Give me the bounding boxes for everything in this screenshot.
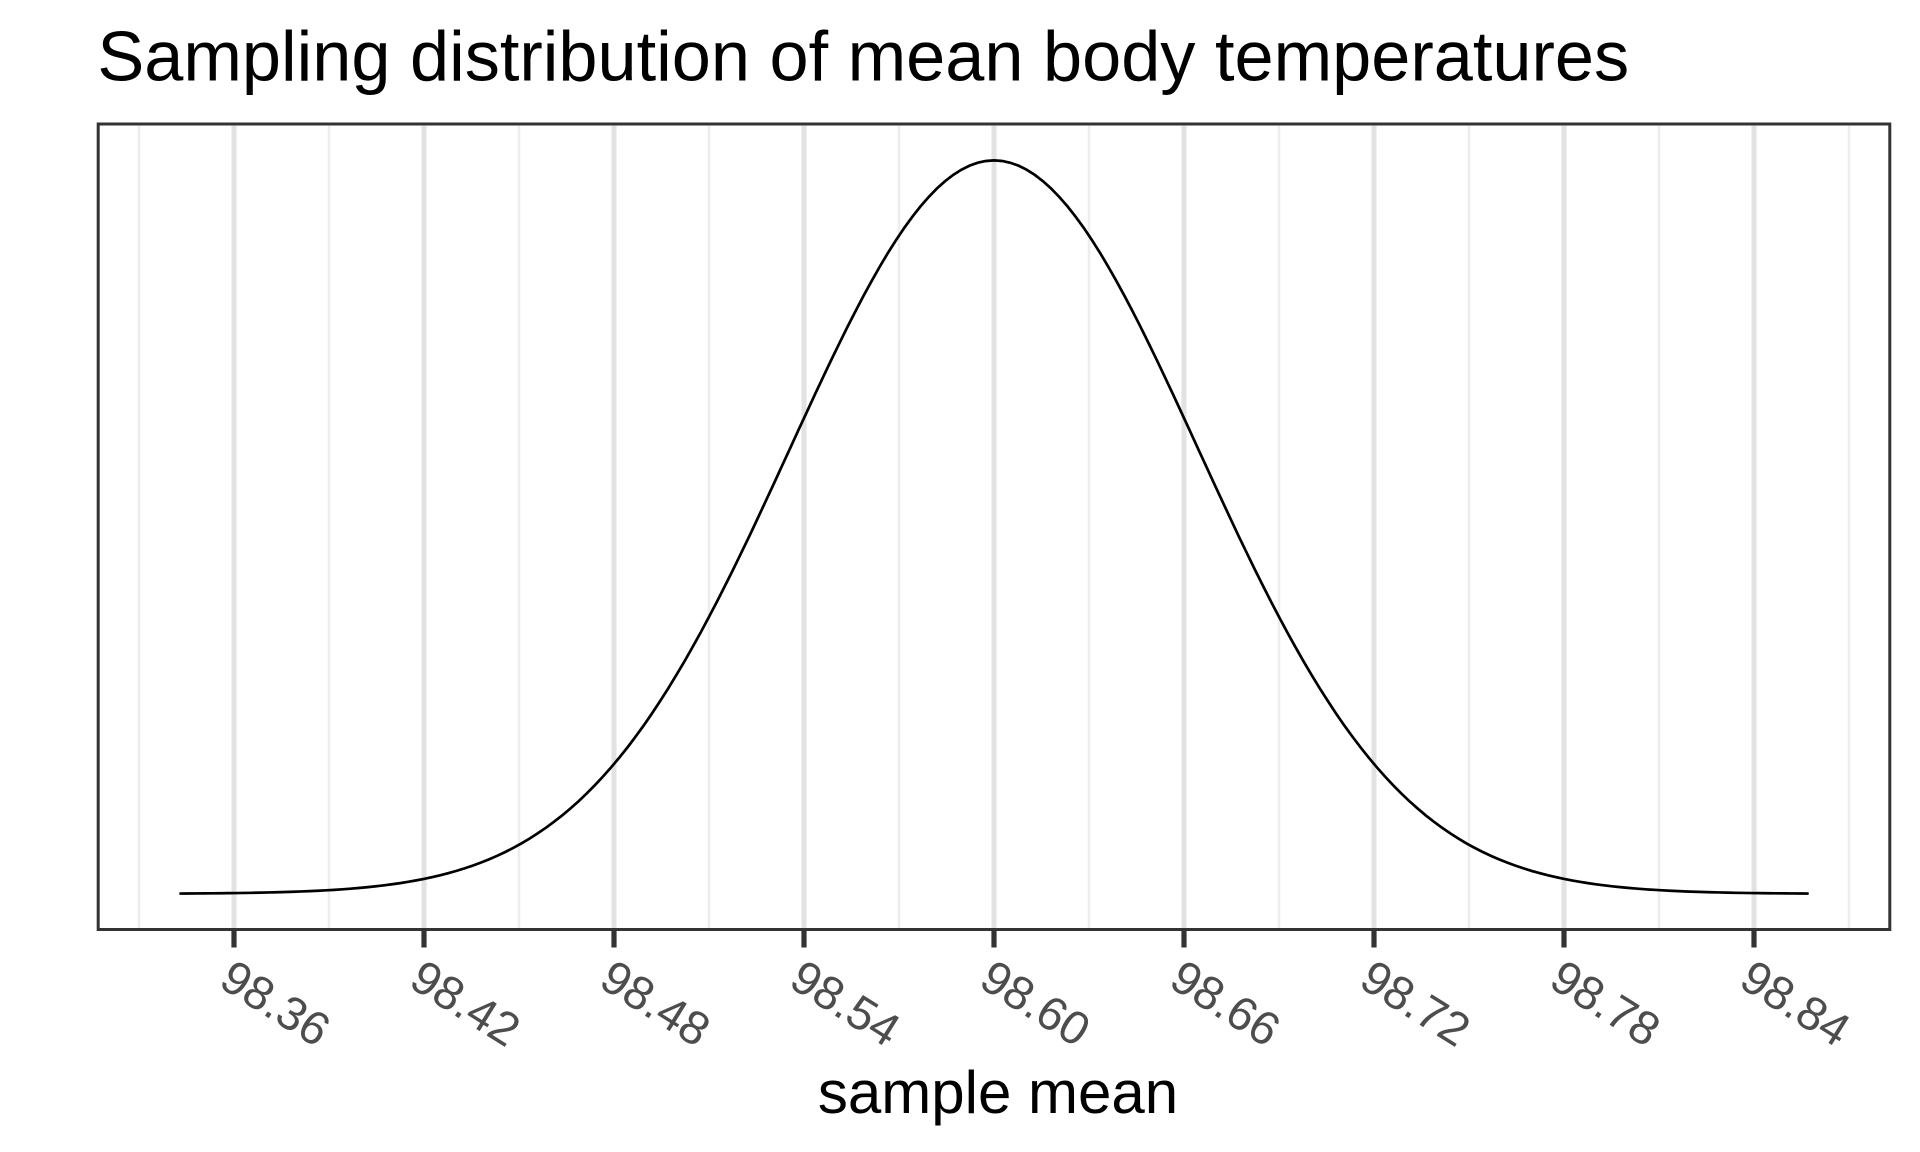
svg-text:Sampling distribution of mean: Sampling distribution of mean body tempe… [97,16,1629,95]
svg-text:sample mean: sample mean [818,1059,1178,1126]
